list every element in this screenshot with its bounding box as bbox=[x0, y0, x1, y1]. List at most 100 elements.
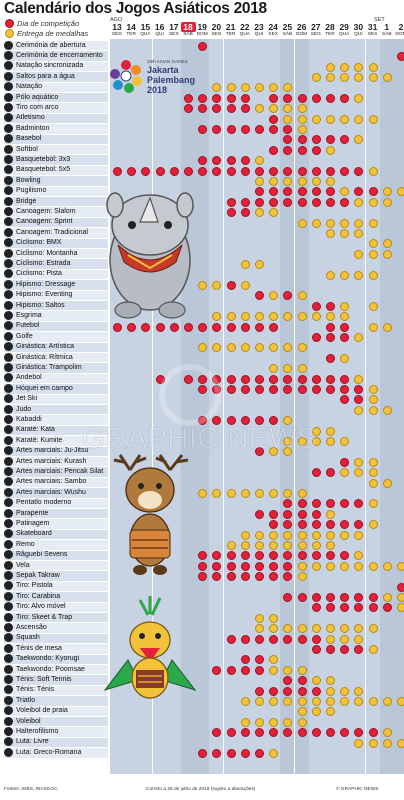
month-august: AGO bbox=[110, 17, 123, 23]
competition-day-dot bbox=[340, 499, 350, 509]
competition-day-dot bbox=[240, 416, 250, 426]
day-weekday: TER bbox=[126, 32, 136, 37]
competition-day-dot bbox=[198, 561, 208, 571]
medal-day-dot bbox=[368, 405, 378, 415]
sport-name: Râguebi Sevens bbox=[16, 551, 68, 559]
competition-day-dot bbox=[340, 197, 350, 207]
competition-day-dot bbox=[311, 468, 321, 478]
competition-day-dot bbox=[354, 187, 364, 197]
sport-pictogram-icon bbox=[4, 123, 13, 133]
footer-note: Correto a 25 de julho de 2018 (sujeito a… bbox=[146, 787, 256, 792]
medal-day-dot bbox=[382, 561, 392, 571]
competition-day-dot bbox=[340, 332, 350, 342]
sport-pictogram-icon bbox=[4, 623, 13, 633]
logo-line2: Jakarta bbox=[147, 65, 180, 75]
table-row bbox=[4, 71, 108, 82]
table-row bbox=[4, 164, 108, 176]
medal-day-dot bbox=[212, 312, 222, 322]
medal-day-dot bbox=[397, 696, 404, 706]
medal-day-dot bbox=[354, 405, 364, 415]
medal-day-dot bbox=[368, 270, 378, 280]
sport-pictogram-icon bbox=[4, 321, 13, 331]
sport-pictogram-icon bbox=[4, 581, 13, 591]
medal-day-dot bbox=[311, 176, 321, 186]
sport-row-label: Ginástica: Trampolim bbox=[4, 362, 82, 373]
medal-day-dot bbox=[382, 197, 392, 207]
day-header: 23 QUI bbox=[252, 22, 267, 39]
medal-day-dot bbox=[240, 83, 250, 93]
medal-day-dot bbox=[354, 93, 364, 103]
day-number: 25 bbox=[282, 22, 293, 32]
medal-day-dot bbox=[240, 717, 250, 727]
sport-name: Hipismo: Dressage bbox=[16, 280, 76, 288]
sport-row-label: Tiro com arco bbox=[4, 102, 59, 113]
sport-name: Canoagem: Slalom bbox=[16, 208, 76, 216]
competition-day-dot bbox=[198, 384, 208, 394]
medal-day-dot bbox=[240, 530, 250, 540]
competition-day-dot bbox=[326, 728, 335, 738]
competition-day-dot bbox=[226, 561, 236, 571]
sport-row-label: Tiro: Alvo móvel bbox=[4, 602, 66, 612]
sport-row-label: Hipismo: Dressage bbox=[4, 279, 75, 289]
competition-day-dot bbox=[326, 499, 335, 509]
medal-day-dot bbox=[255, 312, 264, 322]
competition-day-dot bbox=[155, 322, 165, 332]
day-column bbox=[237, 39, 252, 774]
day-number: 13 bbox=[112, 22, 122, 32]
sport-pictogram-icon bbox=[4, 144, 13, 154]
sport-row-label: Hóquei em campo bbox=[4, 383, 73, 393]
competition-day-dot bbox=[340, 592, 350, 602]
competition-day-dot bbox=[283, 499, 293, 509]
medal-day-dot bbox=[283, 83, 293, 93]
competition-day-dot bbox=[141, 322, 151, 332]
competition-day-dot bbox=[283, 145, 293, 155]
sport-row-label: Taekwondo: Poomsae bbox=[4, 664, 85, 674]
competition-day-dot bbox=[311, 520, 321, 530]
competition-day-dot bbox=[297, 93, 307, 103]
table-row bbox=[4, 435, 108, 446]
medal-day-dot bbox=[368, 738, 378, 748]
table-row bbox=[4, 102, 108, 113]
medal-day-dot bbox=[212, 343, 222, 353]
medal-day-dot bbox=[212, 488, 222, 498]
sport-name: Taekwondo: Kyorugi bbox=[16, 655, 80, 663]
competition-day-dot bbox=[297, 592, 307, 602]
sport-name: Hipismo: Saltos bbox=[16, 301, 65, 309]
table-row bbox=[4, 175, 108, 186]
sport-row-label: Ascensão bbox=[4, 622, 47, 633]
competition-day-dot bbox=[240, 384, 250, 394]
competition-day-dot bbox=[311, 374, 321, 384]
competition-day-dot bbox=[297, 728, 307, 738]
medal-day-dot bbox=[198, 488, 208, 498]
sport-pictogram-icon bbox=[4, 352, 13, 362]
sport-row-label: Tiro: Carabina bbox=[4, 591, 60, 601]
competition-day-dot bbox=[283, 676, 293, 686]
sport-row-label: Hipismo: Eventing bbox=[4, 290, 72, 300]
sport-name: Voleibol bbox=[16, 717, 41, 725]
medal-day-dot bbox=[354, 249, 364, 259]
sport-name: Badminton bbox=[16, 124, 50, 132]
sport-name: Remo bbox=[16, 540, 35, 548]
day-column bbox=[209, 39, 224, 774]
medal-day-dot bbox=[269, 540, 279, 550]
sport-pictogram-icon bbox=[4, 186, 13, 196]
sport-pictogram-icon bbox=[4, 259, 13, 269]
medal-day-dot bbox=[326, 696, 335, 706]
competition-day-dot bbox=[269, 124, 279, 134]
sport-pictogram-icon bbox=[4, 487, 13, 497]
medal-day-dot bbox=[354, 270, 364, 280]
medal-day-dot bbox=[326, 436, 335, 446]
day-number: 15 bbox=[140, 22, 151, 32]
competition-day-dot bbox=[198, 374, 208, 384]
day-number: 23 bbox=[254, 22, 264, 32]
table-row bbox=[4, 508, 108, 519]
medal-day-dot bbox=[368, 644, 378, 654]
medal-day-dot bbox=[382, 728, 392, 738]
sport-row-label: Esgrima bbox=[4, 310, 42, 321]
sport-pictogram-icon bbox=[4, 498, 13, 508]
competition-day-dot bbox=[354, 644, 364, 654]
sport-pictogram-icon bbox=[4, 394, 13, 404]
table-row bbox=[4, 81, 108, 92]
day-column bbox=[223, 39, 238, 774]
